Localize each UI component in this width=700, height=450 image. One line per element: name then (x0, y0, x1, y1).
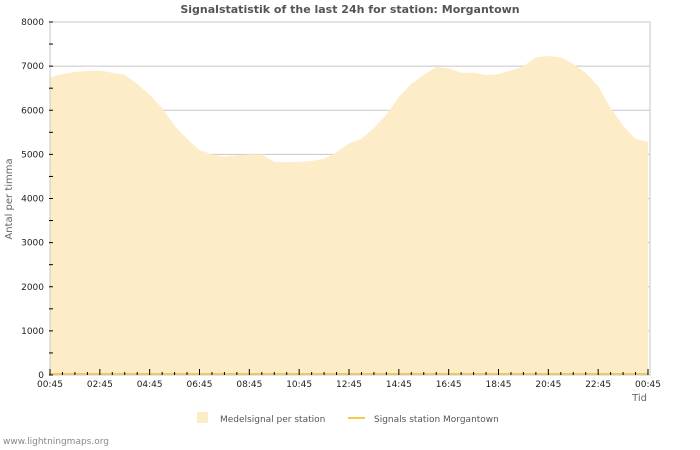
x-tick-label: 14:45 (386, 380, 412, 390)
x-tick-label: 18:45 (486, 380, 512, 390)
chart-title: Signalstatistik of the last 24h for stat… (180, 3, 520, 16)
x-tick-label: 12:45 (336, 380, 362, 390)
y-tick-label: 0 (38, 371, 44, 381)
y-tick-label: 2000 (21, 283, 44, 293)
legend: Medelsignal per station Signals station … (197, 412, 499, 425)
y-tick-label: 6000 (21, 106, 44, 116)
legend-label-area: Medelsignal per station (220, 415, 325, 425)
x-tick-label: 22:45 (585, 380, 611, 390)
x-axis-title: Tid (631, 393, 647, 404)
x-tick-label: 00:45 (37, 380, 63, 390)
x-tick-label: 16:45 (436, 380, 462, 390)
x-tick-label: 20:45 (535, 380, 561, 390)
x-tick-label: 06:45 (187, 380, 213, 390)
x-tick-label: 08:45 (236, 380, 262, 390)
x-tick-label: 10:45 (286, 380, 312, 390)
y-tick-label: 5000 (21, 150, 44, 160)
legend-swatch-area (197, 412, 208, 423)
y-tick-label: 7000 (21, 62, 44, 72)
x-tick-label: 04:45 (137, 380, 163, 390)
legend-label-line: Signals station Morgantown (374, 415, 499, 425)
area-series-medelsignal (50, 56, 648, 375)
y-axis-title: Antal per timma (4, 158, 15, 239)
footer-credit: www.lightningmaps.org (3, 437, 109, 447)
y-tick-label: 8000 (21, 18, 44, 28)
y-tick-label: 4000 (21, 195, 44, 205)
y-axis: 0 1000 2000 3000 4000 5000 6000 7000 8000 (21, 18, 53, 381)
y-tick-label: 1000 (21, 327, 44, 337)
x-tick-label: 02:45 (87, 380, 113, 390)
y-tick-label: 3000 (21, 239, 44, 249)
x-tick-label: 00:45 (635, 380, 661, 390)
x-axis: 00:45 02:45 04:45 06:45 08:45 10:45 12:45 14:45… (37, 369, 661, 390)
legend-swatch-line (348, 417, 365, 419)
